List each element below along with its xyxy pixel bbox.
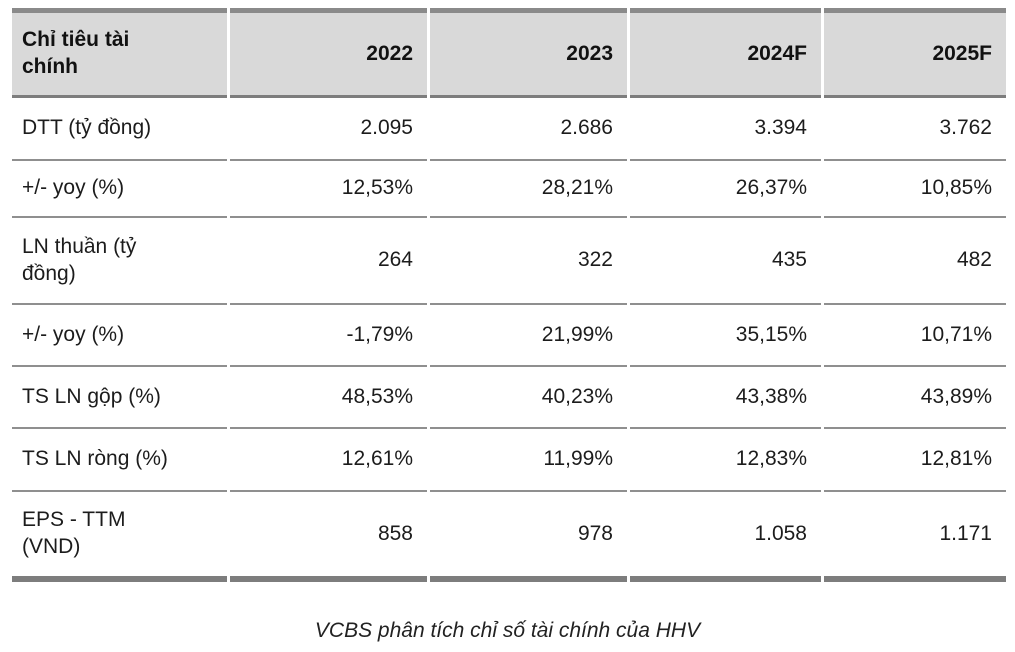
value-cell: 10,71% <box>824 305 1006 367</box>
value-cell: 28,21% <box>430 161 627 218</box>
value-cell: 43,89% <box>824 367 1006 429</box>
value-cell: 21,99% <box>430 305 627 367</box>
table-row-ts-ln-rong: TS LN ròng (%) 12,61% 11,99% 12,83% 12,8… <box>12 429 1006 492</box>
row-label: +/- yoy (%) <box>12 161 227 218</box>
value-cell: 12,61% <box>230 429 427 492</box>
column-header-2024f: 2024F <box>630 8 821 98</box>
column-header-2022: 2022 <box>230 8 427 98</box>
table-row-ts-ln-gop: TS LN gộp (%) 48,53% 40,23% 43,38% 43,89… <box>12 367 1006 429</box>
value-cell: 2.686 <box>430 98 627 161</box>
column-header-metric: Chỉ tiêu tài chính <box>12 8 227 98</box>
row-label: LN thuần (tỷ đồng) <box>12 218 227 305</box>
financial-metrics-table: Chỉ tiêu tài chính 2022 2023 2024F 2025F… <box>9 8 1009 582</box>
value-cell: 2.095 <box>230 98 427 161</box>
value-cell: 40,23% <box>430 367 627 429</box>
value-cell: 858 <box>230 492 427 582</box>
value-cell: 12,53% <box>230 161 427 218</box>
table-header-row: Chỉ tiêu tài chính 2022 2023 2024F 2025F <box>12 8 1006 98</box>
table-row-yoy-ln: +/- yoy (%) -1,79% 21,99% 35,15% 10,71% <box>12 305 1006 367</box>
row-label: TS LN ròng (%) <box>12 429 227 492</box>
value-cell: -1,79% <box>230 305 427 367</box>
column-header-2025f: 2025F <box>824 8 1006 98</box>
column-header-2023: 2023 <box>430 8 627 98</box>
value-cell: 26,37% <box>630 161 821 218</box>
row-label: TS LN gộp (%) <box>12 367 227 429</box>
value-cell: 264 <box>230 218 427 305</box>
value-cell: 322 <box>430 218 627 305</box>
value-cell: 435 <box>630 218 821 305</box>
value-cell: 35,15% <box>630 305 821 367</box>
table-row-dtt: DTT (tỷ đồng) 2.095 2.686 3.394 3.762 <box>12 98 1006 161</box>
value-cell: 3.762 <box>824 98 1006 161</box>
value-cell: 1.058 <box>630 492 821 582</box>
row-label: DTT (tỷ đồng) <box>12 98 227 161</box>
value-cell: 482 <box>824 218 1006 305</box>
row-label: +/- yoy (%) <box>12 305 227 367</box>
value-cell: 12,83% <box>630 429 821 492</box>
value-cell: 11,99% <box>430 429 627 492</box>
table-caption: VCBS phân tích chỉ số tài chính của HHV <box>314 619 701 642</box>
table-row-yoy-dtt: +/- yoy (%) 12,53% 28,21% 26,37% 10,85% <box>12 161 1006 218</box>
value-cell: 12,81% <box>824 429 1006 492</box>
value-cell: 48,53% <box>230 367 427 429</box>
value-cell: 3.394 <box>630 98 821 161</box>
value-cell: 10,85% <box>824 161 1006 218</box>
value-cell: 978 <box>430 492 627 582</box>
table-row-eps-ttm: EPS - TTM (VND) 858 978 1.058 1.171 <box>12 492 1006 582</box>
table-row-ln-thuan: LN thuần (tỷ đồng) 264 322 435 482 <box>12 218 1006 305</box>
value-cell: 43,38% <box>630 367 821 429</box>
value-cell: 1.171 <box>824 492 1006 582</box>
row-label: EPS - TTM (VND) <box>12 492 227 582</box>
